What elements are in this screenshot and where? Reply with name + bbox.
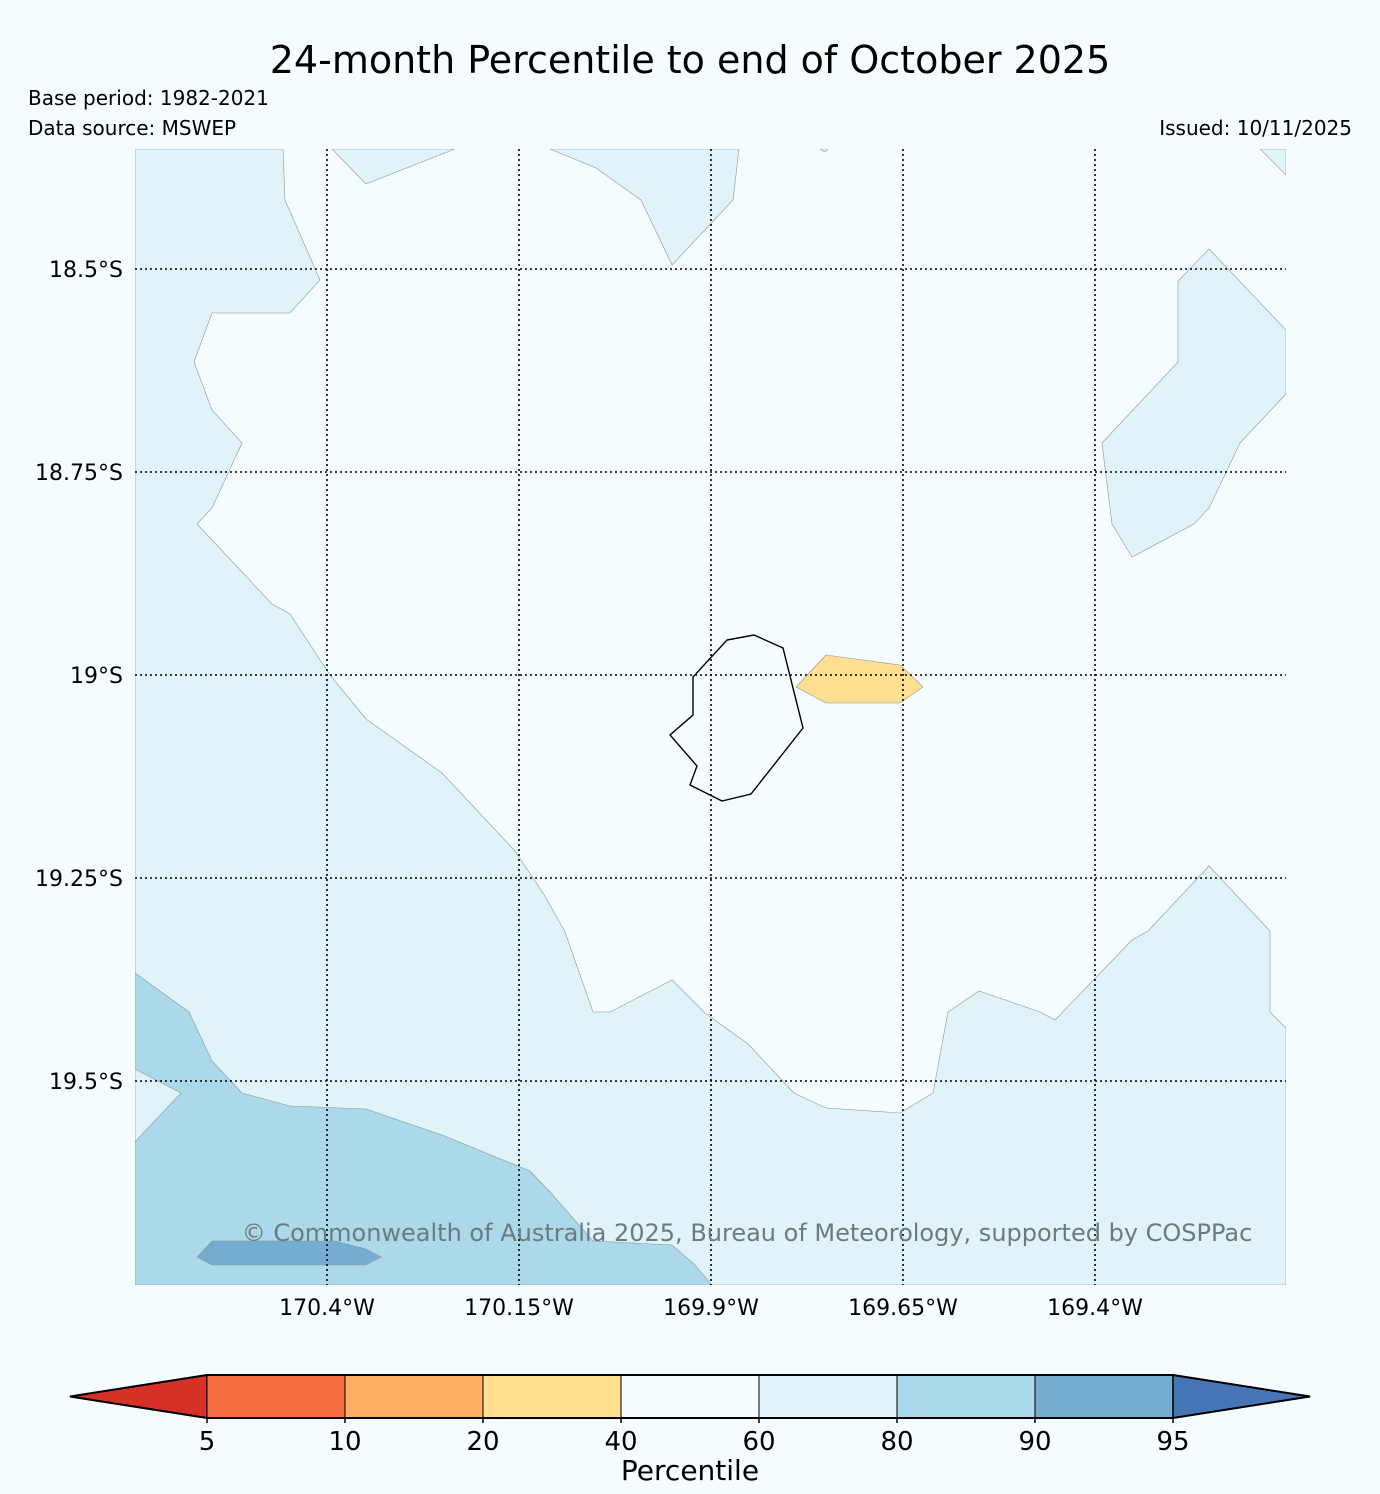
percentile-region-60-80 bbox=[1101, 248, 1286, 558]
island-outline bbox=[669, 634, 804, 802]
percentile-region-60-80 bbox=[549, 149, 740, 266]
lat-label: 19.5°S bbox=[49, 1070, 123, 1095]
colorbar-segment bbox=[620, 1374, 760, 1419]
percentile-region-60-80 bbox=[135, 149, 1286, 1285]
colorbar-tick-label: 20 bbox=[466, 1427, 499, 1457]
lon-label: 169.4°W bbox=[1047, 1296, 1143, 1321]
data-source-text: Data source: MSWEP bbox=[28, 116, 237, 140]
percentile-region-60-80 bbox=[331, 149, 456, 185]
colorbar-segment bbox=[206, 1374, 346, 1419]
colorbar-segment bbox=[758, 1374, 898, 1419]
percentile-region-60-80 bbox=[819, 149, 829, 153]
colorbar-segment bbox=[344, 1374, 484, 1419]
colorbar-segment bbox=[482, 1374, 622, 1419]
lon-label: 170.4°W bbox=[279, 1296, 375, 1321]
colorbar-title: Percentile bbox=[621, 1454, 759, 1487]
lon-label: 169.9°W bbox=[663, 1296, 759, 1321]
copyright-text: © Commonwealth of Australia 2025, Bureau… bbox=[242, 1219, 1253, 1247]
colorbar-extend-high bbox=[1172, 1374, 1311, 1419]
lat-label: 19.25°S bbox=[35, 867, 123, 892]
colorbar: 5 10 20 40 60 80 90 95 bbox=[69, 1374, 1311, 1457]
percentile-region-20-40 bbox=[795, 654, 924, 704]
lat-label: 19°S bbox=[70, 664, 123, 689]
lon-label: 169.65°W bbox=[848, 1296, 958, 1321]
lat-label: 18.5°S bbox=[49, 258, 123, 283]
base-period-text: Base period: 1982-2021 bbox=[28, 86, 269, 110]
gridlines bbox=[135, 149, 1286, 1285]
colorbar-tick-label: 80 bbox=[880, 1427, 913, 1457]
issued-date-text: Issued: 10/11/2025 bbox=[1159, 116, 1352, 140]
colorbar-extend-low bbox=[69, 1374, 208, 1419]
colorbar-tick-label: 90 bbox=[1018, 1427, 1051, 1457]
latitude-labels: 18.5°S 18.75°S 19°S 19.25°S 19.5°S bbox=[35, 258, 123, 1095]
colorbar-tick-label: 10 bbox=[328, 1427, 361, 1457]
colorbar-tick-label: 95 bbox=[1156, 1427, 1189, 1457]
map-area: © Commonwealth of Australia 2025, Bureau… bbox=[135, 149, 1286, 1285]
colorbar-tick-label: 40 bbox=[604, 1427, 637, 1457]
colorbar-segment bbox=[896, 1374, 1036, 1419]
percentile-region-80-90 bbox=[135, 972, 713, 1285]
lat-label: 18.75°S bbox=[35, 461, 123, 486]
percentile-region-90-95 bbox=[196, 1240, 382, 1266]
lon-label: 170.15°W bbox=[464, 1296, 574, 1321]
colorbar-tick-label: 60 bbox=[742, 1427, 775, 1457]
longitude-labels: 170.4°W 170.15°W 169.9°W 169.65°W 169.4°… bbox=[279, 1296, 1143, 1321]
percentile-region-60-80 bbox=[1259, 149, 1286, 176]
colorbar-tick-label: 5 bbox=[199, 1427, 216, 1457]
colorbar-segment bbox=[1034, 1374, 1174, 1419]
map-title: 24-month Percentile to end of October 20… bbox=[269, 38, 1111, 82]
